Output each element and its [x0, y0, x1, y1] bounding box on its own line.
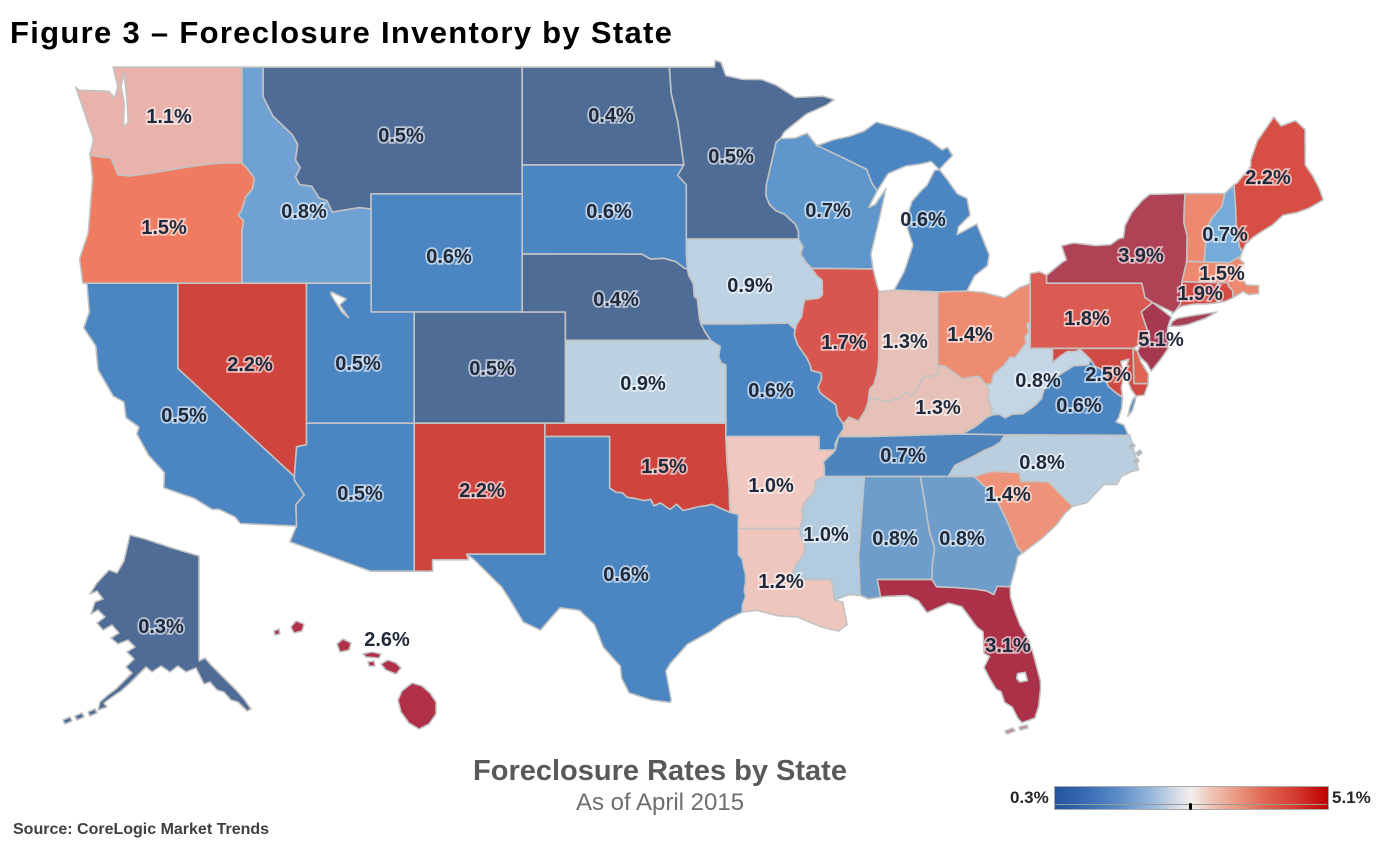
svg-text:1.4%: 1.4%: [947, 324, 993, 346]
svg-text:0.8%: 0.8%: [939, 528, 985, 550]
svg-text:1.5%: 1.5%: [1199, 263, 1245, 285]
svg-text:1.8%: 1.8%: [1064, 308, 1110, 330]
svg-text:0.8%: 0.8%: [281, 201, 327, 223]
svg-text:0.8%: 0.8%: [1019, 452, 1065, 474]
svg-text:1.2%: 1.2%: [758, 571, 804, 593]
svg-text:0.6%: 0.6%: [586, 201, 632, 223]
svg-text:2.2%: 2.2%: [227, 354, 273, 376]
svg-text:1.5%: 1.5%: [141, 217, 187, 239]
svg-text:3.1%: 3.1%: [985, 635, 1031, 657]
svg-text:0.9%: 0.9%: [727, 275, 773, 297]
svg-text:0.6%: 0.6%: [748, 380, 794, 402]
svg-text:2.5%: 2.5%: [1085, 364, 1131, 386]
svg-text:1.9%: 1.9%: [1177, 283, 1223, 305]
svg-text:0.5%: 0.5%: [161, 405, 207, 427]
svg-text:0.5%: 0.5%: [378, 125, 424, 147]
svg-text:0.3%: 0.3%: [138, 616, 184, 638]
svg-text:0.5%: 0.5%: [708, 146, 754, 168]
svg-text:2.2%: 2.2%: [459, 480, 505, 502]
svg-text:0.4%: 0.4%: [588, 105, 634, 127]
svg-text:0.5%: 0.5%: [469, 358, 515, 380]
svg-text:1.1%: 1.1%: [146, 106, 192, 128]
svg-text:1.7%: 1.7%: [821, 332, 867, 354]
svg-text:0.7%: 0.7%: [880, 445, 926, 467]
svg-text:0.6%: 0.6%: [900, 209, 946, 231]
svg-text:0.8%: 0.8%: [1015, 370, 1061, 392]
svg-text:1.4%: 1.4%: [985, 484, 1031, 506]
svg-text:1.5%: 1.5%: [641, 456, 687, 478]
svg-text:5.1%: 5.1%: [1138, 329, 1184, 351]
svg-text:0.6%: 0.6%: [426, 246, 472, 268]
svg-text:0.4%: 0.4%: [593, 289, 639, 311]
svg-text:0.7%: 0.7%: [1202, 224, 1248, 246]
svg-text:0.6%: 0.6%: [1056, 395, 1102, 417]
svg-text:1.0%: 1.0%: [803, 524, 849, 546]
svg-text:1.3%: 1.3%: [915, 397, 961, 419]
svg-text:0.5%: 0.5%: [335, 353, 381, 375]
svg-text:1.0%: 1.0%: [748, 475, 794, 497]
svg-text:0.7%: 0.7%: [805, 200, 851, 222]
svg-text:0.9%: 0.9%: [620, 373, 666, 395]
svg-text:0.5%: 0.5%: [337, 483, 383, 505]
svg-text:3.9%: 3.9%: [1118, 245, 1164, 267]
svg-text:0.8%: 0.8%: [872, 528, 918, 550]
svg-text:0.6%: 0.6%: [603, 564, 649, 586]
svg-text:1.3%: 1.3%: [882, 331, 928, 353]
svg-text:2.2%: 2.2%: [1245, 167, 1291, 189]
svg-text:2.6%: 2.6%: [364, 629, 410, 651]
